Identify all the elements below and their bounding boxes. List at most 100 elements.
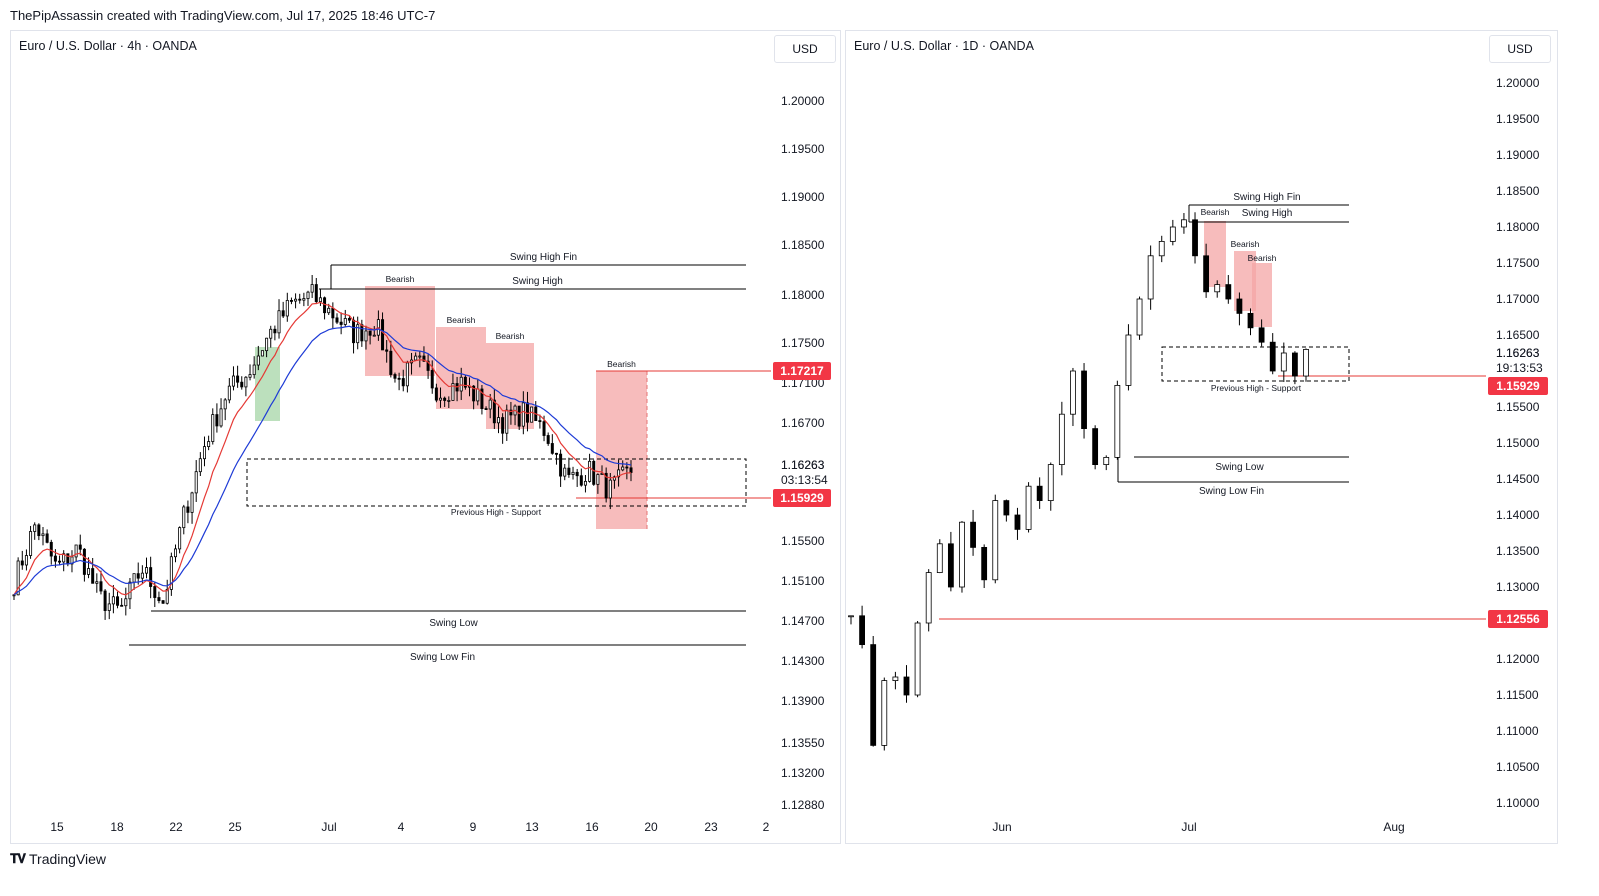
price-tag: 1.17217 — [780, 364, 824, 378]
support-box — [1161, 346, 1350, 382]
candle — [1258, 327, 1265, 343]
candle — [1236, 298, 1243, 314]
candle — [1214, 284, 1221, 293]
candle — [202, 446, 206, 460]
x-tick-label: 4 — [398, 820, 405, 834]
candle — [447, 399, 451, 402]
price-tag: 1.12556 — [1496, 612, 1540, 626]
y-tick-label: 1.15500 — [781, 534, 825, 548]
x-tick-label: 9 — [470, 820, 477, 834]
candle — [33, 524, 37, 532]
tradingview-logo-icon: 𝐓𝐕 — [10, 851, 26, 866]
y-tick-label: 1.19500 — [781, 142, 825, 156]
candle — [1292, 352, 1298, 377]
price-tag: 19:13:53 — [1496, 361, 1543, 375]
candle — [604, 472, 608, 499]
y-tick-label: 1.13500 — [1496, 544, 1540, 558]
candle — [592, 460, 596, 485]
candle — [323, 297, 327, 314]
x-tick-label: 2 — [763, 820, 770, 834]
candle — [372, 334, 376, 337]
x-tick-label: 22 — [169, 820, 183, 834]
candle — [1303, 348, 1309, 377]
level-label: Swing High Fin — [1233, 192, 1300, 203]
zone-label: Bearish — [496, 331, 525, 341]
candle — [1192, 219, 1198, 257]
candle — [914, 622, 921, 696]
x-tick-label: 25 — [228, 820, 242, 834]
candle — [848, 615, 854, 618]
candle — [318, 297, 322, 302]
candle — [331, 307, 335, 319]
candle — [1181, 219, 1187, 228]
candle — [451, 383, 455, 401]
candle — [24, 555, 28, 566]
candle — [207, 441, 211, 448]
level-label: Swing High — [1242, 208, 1293, 219]
currency-button[interactable]: USD — [774, 35, 836, 63]
y-tick-label: 1.11000 — [1496, 724, 1539, 738]
y-tick-label: 1.14000 — [1496, 508, 1540, 522]
candle — [1280, 352, 1287, 372]
candle — [186, 506, 190, 513]
candle — [629, 467, 633, 473]
bearish-zone — [596, 371, 647, 529]
bearish-zone — [1252, 263, 1272, 327]
candle — [285, 300, 289, 317]
candle — [273, 328, 277, 334]
candle — [992, 500, 999, 581]
candle — [111, 596, 115, 605]
chart-title: Euro / U.S. Dollar · 1D · OANDA — [854, 39, 1034, 53]
candle — [339, 321, 343, 325]
y-tick-label: 1.14500 — [1496, 472, 1540, 486]
candle — [517, 405, 521, 427]
y-tick-label: 1.13550 — [781, 736, 825, 750]
x-tick-label: Aug — [1383, 820, 1404, 834]
candle — [294, 298, 298, 302]
candle — [124, 598, 128, 607]
candle — [41, 533, 45, 537]
candle — [530, 406, 534, 423]
candle — [157, 597, 161, 602]
candle — [381, 319, 385, 351]
candle — [1247, 312, 1254, 329]
candle — [78, 544, 82, 550]
y-tick-label: 1.18500 — [1496, 184, 1540, 198]
x-tick-label: Jun — [992, 820, 1011, 834]
tradingview-footer: 𝐓𝐕 TradingView — [10, 851, 106, 867]
candle — [306, 291, 310, 299]
currency-button[interactable]: USD — [1489, 35, 1551, 63]
candle — [881, 680, 888, 746]
candle — [1058, 413, 1065, 466]
chart-panel-4h[interactable]: Euro / U.S. Dollar · 4h · OANDA USD 1.20… — [10, 30, 841, 844]
candle — [219, 408, 223, 427]
candle — [236, 375, 240, 383]
candle — [559, 453, 563, 477]
candle — [74, 544, 78, 558]
candle — [335, 317, 339, 323]
y-tick-label: 1.20000 — [781, 94, 825, 108]
candle — [132, 573, 136, 583]
candle — [165, 589, 169, 604]
candle — [617, 469, 621, 478]
level-label: Swing Low — [1215, 462, 1264, 473]
y-tick-label: 1.14300 — [781, 654, 825, 668]
candle — [1047, 464, 1054, 502]
y-tick-label: 1.10000 — [1496, 796, 1540, 810]
candle — [414, 355, 418, 361]
candle — [248, 374, 252, 378]
candle — [347, 318, 351, 321]
candle — [505, 409, 509, 434]
candle — [298, 298, 302, 301]
chart-canvas-4h: 1.20000 1.19500 1.19000 1.18500 1.18000 1.175… — [12, 94, 831, 834]
candle — [343, 318, 347, 325]
candle — [256, 355, 260, 366]
candle — [625, 466, 629, 469]
chart-panel-1d[interactable]: Euro / U.S. Dollar · 1D · OANDA USD 1.20… — [845, 30, 1558, 844]
candle — [389, 350, 393, 375]
candle — [310, 284, 314, 293]
candle — [947, 543, 954, 588]
candle — [1114, 384, 1121, 458]
y-tick-label: 1.17500 — [1496, 256, 1540, 270]
chart-canvas-1d: 1.20000 1.19500 1.19000 1.18500 1.18000 1.175… — [848, 76, 1548, 834]
